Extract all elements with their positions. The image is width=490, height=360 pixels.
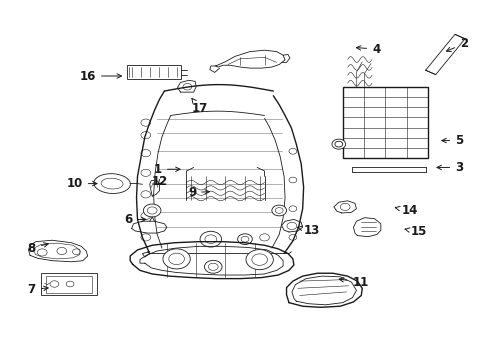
Text: 11: 11 [339,276,369,289]
Text: 8: 8 [27,242,48,255]
Circle shape [144,204,161,217]
Polygon shape [426,34,465,75]
Text: 4: 4 [356,42,380,55]
Text: 2: 2 [446,37,468,51]
Circle shape [272,205,287,216]
Text: 3: 3 [437,161,463,174]
Bar [41,273,97,296]
Circle shape [332,139,345,149]
Text: 7: 7 [28,283,48,296]
Bar [46,276,92,293]
Text: 6: 6 [124,213,146,226]
Text: 16: 16 [79,69,122,82]
Text: 1: 1 [154,163,180,176]
Ellipse shape [94,174,130,193]
Text: 9: 9 [188,186,209,199]
Circle shape [163,249,190,269]
Text: 5: 5 [442,134,464,147]
Text: 13: 13 [297,224,320,237]
Text: 15: 15 [405,225,427,238]
Bar [343,87,428,158]
Circle shape [246,249,273,270]
Text: 12: 12 [152,175,169,188]
Text: 17: 17 [191,98,207,115]
Text: 10: 10 [67,177,97,190]
Text: 14: 14 [395,204,418,217]
Bar [127,65,181,79]
Circle shape [204,260,222,273]
